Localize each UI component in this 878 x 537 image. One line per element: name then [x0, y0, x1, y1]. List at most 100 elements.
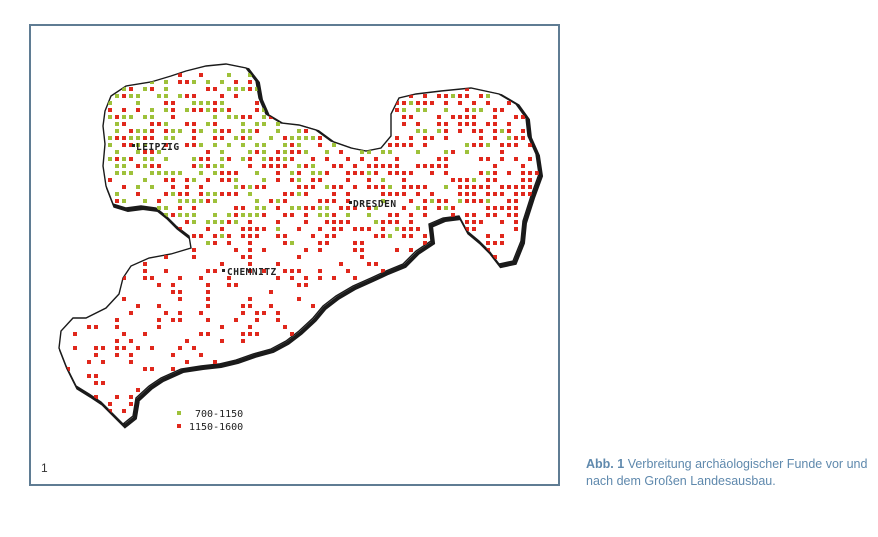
find-marker-late [409, 115, 413, 119]
find-marker-early [290, 241, 294, 245]
find-marker-late [507, 199, 511, 203]
find-marker-late [185, 94, 189, 98]
find-marker-late [479, 157, 483, 161]
find-marker-late [122, 143, 126, 147]
find-marker-late [486, 101, 490, 105]
find-marker-late [255, 101, 259, 105]
find-marker-late [199, 192, 203, 196]
find-marker-late [206, 157, 210, 161]
find-marker-late [185, 192, 189, 196]
find-marker-late [108, 108, 112, 112]
find-marker-late [122, 346, 126, 350]
find-marker-early [108, 101, 112, 105]
find-marker-late [220, 325, 224, 329]
find-marker-early [164, 87, 168, 91]
find-marker-late [402, 143, 406, 147]
find-marker-early [451, 94, 455, 98]
find-marker-late [122, 136, 126, 140]
find-marker-late [220, 171, 224, 175]
find-marker-early [423, 108, 427, 112]
find-marker-early [262, 122, 266, 126]
find-marker-early [486, 94, 490, 98]
find-marker-late [248, 304, 252, 308]
find-marker-early [297, 143, 301, 147]
find-marker-late [486, 122, 490, 126]
find-marker-late [241, 339, 245, 343]
find-marker-early [262, 143, 266, 147]
find-marker-late [87, 325, 91, 329]
find-marker-late [248, 269, 252, 273]
find-marker-early [143, 129, 147, 133]
find-marker-late [199, 276, 203, 280]
find-marker-late [304, 164, 308, 168]
find-marker-early [276, 122, 280, 126]
find-marker-late [311, 206, 315, 210]
find-marker-late [465, 185, 469, 189]
find-marker-late [290, 150, 294, 154]
find-marker-early [472, 178, 476, 182]
find-marker-early [500, 129, 504, 133]
find-marker-late [311, 157, 315, 161]
find-marker-late [472, 185, 476, 189]
find-marker-late [318, 199, 322, 203]
find-marker-late [514, 220, 518, 224]
find-marker-late [395, 248, 399, 252]
find-marker-late [164, 192, 168, 196]
find-marker-late [458, 94, 462, 98]
find-marker-late [283, 213, 287, 217]
find-marker-late [311, 185, 315, 189]
find-marker-late [339, 150, 343, 154]
find-marker-late [248, 332, 252, 336]
find-marker-late [199, 353, 203, 357]
find-marker-late [332, 220, 336, 224]
legend-label-late: 1150-1600 [189, 422, 243, 433]
find-marker-early [115, 150, 119, 154]
find-marker-late [514, 136, 518, 140]
find-marker-late [528, 157, 532, 161]
find-marker-late [136, 192, 140, 196]
find-marker-late [381, 164, 385, 168]
find-marker-late [290, 332, 294, 336]
find-marker-late [283, 164, 287, 168]
find-marker-late [493, 206, 497, 210]
find-marker-late [227, 234, 231, 238]
find-marker-late [115, 136, 119, 140]
find-marker-early [136, 94, 140, 98]
find-marker-early [143, 164, 147, 168]
find-marker-early [115, 129, 119, 133]
find-marker-early [472, 108, 476, 112]
find-marker-early [143, 143, 147, 147]
find-marker-late [304, 283, 308, 287]
find-marker-late [472, 213, 476, 217]
find-marker-early [220, 108, 224, 112]
find-marker-early [283, 143, 287, 147]
find-marker-late [437, 122, 441, 126]
find-marker-late [437, 115, 441, 119]
find-marker-late [269, 157, 273, 161]
find-marker-late [283, 325, 287, 329]
find-marker-late [129, 395, 133, 399]
find-marker-early [185, 213, 189, 217]
find-marker-late [332, 234, 336, 238]
find-marker-early [297, 136, 301, 140]
find-marker-late [409, 199, 413, 203]
find-marker-late [318, 143, 322, 147]
find-marker-late [143, 269, 147, 273]
find-marker-late [269, 290, 273, 294]
find-marker-late [304, 213, 308, 217]
find-marker-early [388, 234, 392, 238]
find-marker-late [409, 171, 413, 175]
find-marker-early [220, 234, 224, 238]
find-marker-late [178, 73, 182, 77]
find-marker-early [325, 150, 329, 154]
find-marker-late [94, 325, 98, 329]
find-marker-early [290, 136, 294, 140]
find-marker-late [458, 185, 462, 189]
find-marker-late [213, 360, 217, 364]
find-marker-late [178, 206, 182, 210]
find-marker-late [213, 108, 217, 112]
find-marker-late [227, 178, 231, 182]
find-marker-late [346, 157, 350, 161]
find-marker-early [255, 143, 259, 147]
find-marker-late [500, 206, 504, 210]
